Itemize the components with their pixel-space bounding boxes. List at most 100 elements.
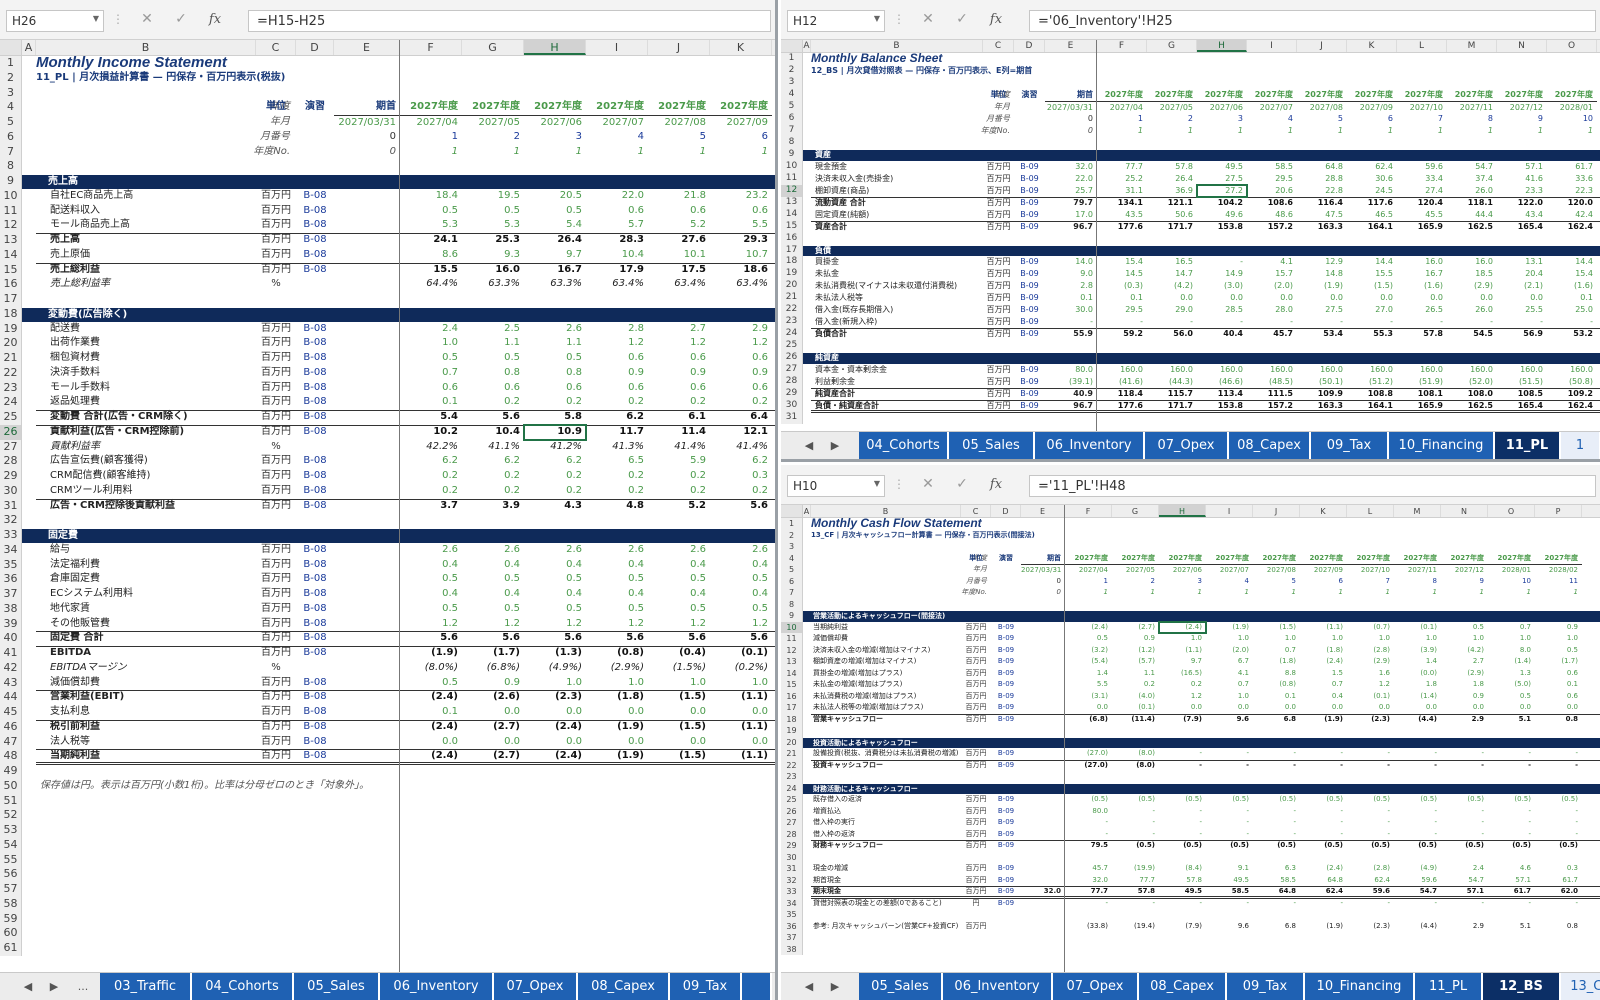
column-header-j[interactable]: J [648,40,710,55]
column-header-k[interactable]: K [1300,505,1347,517]
scroll-tabs-left-icon[interactable]: ◀ [804,439,814,452]
row-header[interactable]: 29 [781,388,803,401]
row-header[interactable]: 19 [781,725,803,737]
row-header[interactable]: 8 [0,159,22,174]
row-header[interactable]: 37 [0,587,22,602]
row-header[interactable]: 33 [781,886,803,898]
row-header[interactable]: 29 [781,840,803,852]
column-header-l[interactable]: L [1347,505,1394,517]
row-header[interactable]: 24 [781,328,803,341]
row-header[interactable]: 40 [0,631,22,646]
row-header[interactable]: 22 [781,759,803,771]
row-header[interactable]: 17 [0,292,22,307]
select-all-corner[interactable] [0,40,22,55]
column-header-a[interactable]: A [803,40,811,52]
row-header[interactable]: 15 [0,262,22,278]
row-header[interactable]: 6 [781,575,803,587]
selected-cell[interactable] [523,423,587,441]
row-header[interactable]: 20 [781,280,803,293]
row-header[interactable]: 45 [0,705,22,720]
column-header-i[interactable]: I [1206,505,1253,517]
sheet-tab-partial[interactable]: 1 [1561,432,1600,459]
more-tabs-button[interactable]: ... [77,980,89,993]
column-header-o[interactable]: O [1547,40,1597,52]
sheet-tab-07-opex[interactable]: 07_Opex [494,973,578,1000]
row-header[interactable]: 26 [781,352,803,365]
sheet-tab-06-inventory[interactable]: 06_Inventory [943,973,1053,1000]
column-header-f[interactable]: F [1065,505,1112,517]
row-header[interactable]: 10 [781,160,803,173]
insert-function-icon[interactable]: fx [989,12,1003,27]
row-header[interactable]: 10 [781,621,803,633]
enter-check-icon[interactable]: ✓ [956,476,968,492]
row-header[interactable]: 8 [781,136,803,149]
row-header[interactable]: 43 [0,675,22,691]
row-header[interactable]: 7 [0,144,22,160]
row-header[interactable]: 48 [0,749,22,764]
sheet-tab-04-cohorts[interactable]: 04_Cohorts [192,973,294,1000]
insert-function-icon[interactable]: fx [208,12,222,27]
row-header[interactable]: 11 [0,203,22,219]
row-header[interactable]: 61 [0,941,22,956]
row-header[interactable]: 12 [781,644,803,656]
sheet-tab-08-capex[interactable]: 08_Capex [1229,432,1311,459]
row-header[interactable]: 18 [781,256,803,269]
column-header-h[interactable]: H [1197,40,1247,52]
column-header-d[interactable]: D [991,505,1021,517]
row-header[interactable]: 20 [781,736,803,748]
sheet-tab-05-sales[interactable]: 05_Sales [949,432,1035,459]
column-header-c[interactable]: C [256,40,296,55]
row-header[interactable]: 30 [0,483,22,499]
column-header-c[interactable]: C [983,40,1014,52]
sheet-tab-08-capex[interactable]: 08_Capex [578,973,670,1000]
chevron-down-icon[interactable]: ▼ [92,14,99,23]
row-header[interactable]: 50 [0,778,22,794]
row-header[interactable]: 41 [0,646,22,661]
row-header[interactable]: 32 [0,513,22,528]
row-header[interactable]: 6 [0,129,22,145]
column-header-c[interactable]: C [961,505,991,517]
row-header[interactable]: 31 [781,863,803,875]
row-header[interactable]: 36 [781,920,803,932]
row-header[interactable]: 54 [0,837,22,853]
row-header[interactable]: 10 [0,188,22,204]
sheet-tab-03-traffic[interactable]: 03_Traffic [100,973,192,1000]
row-header[interactable]: 14 [781,667,803,679]
row-header[interactable]: 24 [0,395,22,410]
row-header[interactable]: 30 [781,400,803,413]
scroll-tabs-left-icon[interactable]: ◀ [804,980,814,993]
selected-cell[interactable] [1196,183,1248,198]
row-header[interactable]: 20 [0,336,22,351]
cancel-icon[interactable]: ✕ [922,11,934,27]
sheet-tab-06-inventory[interactable]: 06_Inventory [380,973,494,1000]
row-header[interactable]: 8 [781,598,803,610]
row-header[interactable]: 38 [0,601,22,617]
scroll-tabs-right-icon[interactable]: ▶ [830,980,840,993]
row-header[interactable]: 16 [0,277,22,292]
row-header[interactable]: 18 [0,306,22,322]
insert-function-icon[interactable]: fx [989,477,1003,492]
row-header[interactable]: 31 [0,498,22,514]
row-header[interactable]: 59 [0,911,22,927]
row-header[interactable]: 26 [0,424,22,440]
row-header[interactable]: 35 [781,909,803,921]
row-header[interactable]: 25 [781,794,803,806]
column-header-h[interactable]: H [524,40,586,55]
row-header[interactable]: 12 [781,184,803,197]
row-header[interactable]: 5 [0,115,22,130]
row-header[interactable]: 38 [781,943,803,955]
sheet-tab-06-inventory[interactable]: 06_Inventory [1035,432,1145,459]
row-header[interactable]: 22 [781,304,803,317]
column-header-f[interactable]: F [1097,40,1147,52]
row-header[interactable]: 34 [781,897,803,909]
row-header[interactable]: 53 [0,823,22,838]
row-header[interactable]: 47 [0,734,22,750]
column-header-h[interactable]: H [1159,505,1206,517]
row-header[interactable]: 21 [781,292,803,305]
row-header[interactable]: 25 [0,410,22,425]
row-header[interactable]: 3 [781,76,803,89]
row-header[interactable]: 33 [0,528,22,543]
sheet-tab-partial[interactable]: 13_CF [1561,973,1600,1000]
row-header[interactable]: 5 [781,564,803,576]
column-header-k[interactable]: K [710,40,772,55]
